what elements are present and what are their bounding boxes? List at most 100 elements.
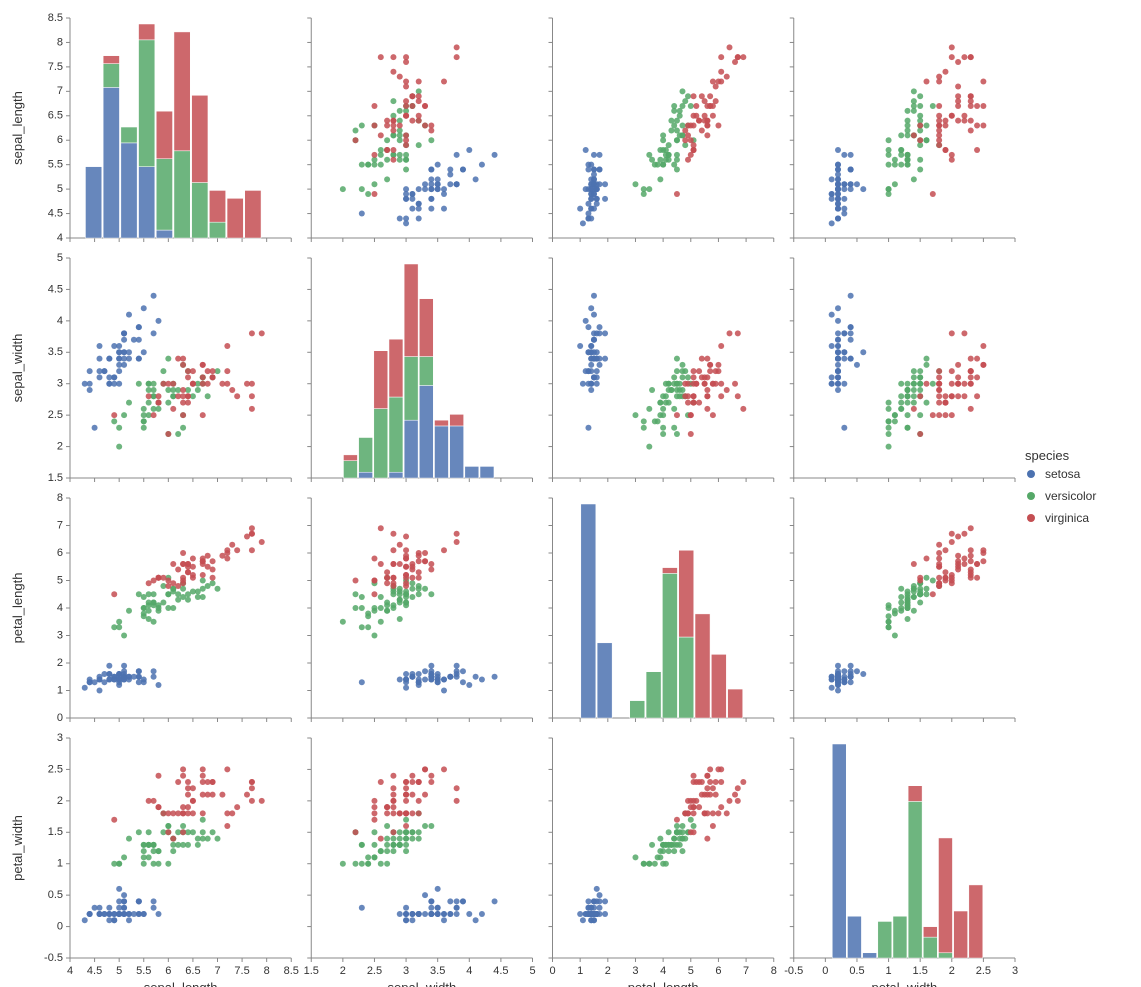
xtick-label: 5 (688, 965, 694, 977)
point-setosa (585, 215, 591, 221)
point-versicolor (384, 137, 390, 143)
point-setosa (835, 330, 841, 336)
point-virginica (403, 547, 409, 553)
xtick-label: 4.5 (87, 965, 102, 977)
panel-petal_width-vs-sepal_width: 1.522.533.544.55sepal_width (304, 738, 536, 987)
ytick-label: 8.5 (48, 12, 63, 24)
point-setosa (588, 368, 594, 374)
point-versicolor (671, 406, 677, 412)
ytick-label: 0.5 (48, 889, 63, 901)
point-setosa (588, 905, 594, 911)
point-versicolor (691, 823, 697, 829)
point-virginica (707, 93, 713, 99)
point-virginica (682, 137, 688, 143)
point-virginica (397, 123, 403, 129)
point-versicolor (141, 406, 147, 412)
point-versicolor (403, 167, 409, 173)
point-virginica (930, 412, 936, 418)
point-setosa (435, 162, 441, 168)
point-versicolor (898, 381, 904, 387)
point-virginica (224, 810, 230, 816)
point-versicolor (378, 605, 384, 611)
point-virginica (185, 368, 191, 374)
point-setosa (585, 162, 591, 168)
point-setosa (136, 898, 142, 904)
point-versicolor (679, 88, 685, 94)
ytick-label: 5.5 (48, 159, 63, 171)
point-virginica (403, 779, 409, 785)
point-virginica (428, 127, 434, 133)
hist-bar-setosa (404, 420, 418, 478)
point-virginica (200, 572, 206, 578)
point-versicolor (911, 608, 917, 614)
point-versicolor (359, 605, 365, 611)
xlabel-sepal_width: sepal_width (388, 980, 457, 987)
point-setosa (435, 186, 441, 192)
point-virginica (974, 374, 980, 380)
hist-bar-virginica (923, 927, 937, 937)
hist-bar-setosa (832, 744, 846, 958)
point-virginica (949, 381, 955, 387)
point-versicolor (674, 356, 680, 362)
point-virginica (980, 547, 986, 553)
point-virginica (160, 575, 166, 581)
point-versicolor (378, 619, 384, 625)
point-virginica (968, 118, 974, 124)
point-setosa (116, 368, 122, 374)
point-setosa (835, 362, 841, 368)
ytick-label: 2 (57, 795, 63, 807)
point-versicolor (898, 393, 904, 399)
point-versicolor (911, 583, 917, 589)
point-setosa (435, 671, 441, 677)
point-setosa (441, 206, 447, 212)
panel-petal_length-vs-petal_length (549, 498, 774, 722)
point-versicolor (905, 152, 911, 158)
point-setosa (156, 318, 162, 324)
point-virginica (682, 393, 688, 399)
point-versicolor (136, 829, 142, 835)
point-setosa (580, 220, 586, 226)
point-setosa (151, 668, 157, 674)
point-virginica (685, 798, 691, 804)
hist-bar-setosa (465, 466, 479, 478)
point-setosa (848, 663, 854, 669)
hist-bar-virginica (695, 614, 710, 718)
point-setosa (597, 905, 603, 911)
point-setosa (447, 898, 453, 904)
point-versicolor (359, 624, 365, 630)
point-versicolor (688, 103, 694, 109)
point-virginica (718, 54, 724, 60)
point-virginica (390, 575, 396, 581)
point-virginica (371, 817, 377, 823)
point-virginica (180, 766, 186, 772)
point-versicolor (886, 602, 892, 608)
point-versicolor (365, 861, 371, 867)
point-virginica (707, 103, 713, 109)
point-virginica (378, 525, 384, 531)
point-versicolor (886, 624, 892, 630)
point-virginica (955, 561, 961, 567)
point-setosa (416, 206, 422, 212)
point-setosa (435, 886, 441, 892)
xtick-label: 0 (822, 965, 828, 977)
point-versicolor (898, 406, 904, 412)
point-versicolor (682, 368, 688, 374)
point-virginica (416, 118, 422, 124)
legend-marker-virginica (1027, 514, 1035, 522)
point-virginica (403, 103, 409, 109)
point-setosa (409, 206, 415, 212)
point-virginica (371, 798, 377, 804)
point-virginica (917, 575, 923, 581)
point-versicolor (365, 191, 371, 197)
point-virginica (403, 564, 409, 570)
xtick-label: 7 (743, 965, 749, 977)
point-setosa (829, 176, 835, 182)
point-setosa (416, 186, 422, 192)
point-setosa (848, 674, 854, 680)
hist-bar-virginica (954, 911, 968, 958)
point-setosa (121, 892, 127, 898)
point-virginica (955, 83, 961, 89)
point-virginica (936, 575, 942, 581)
point-virginica (949, 113, 955, 119)
point-setosa (835, 368, 841, 374)
